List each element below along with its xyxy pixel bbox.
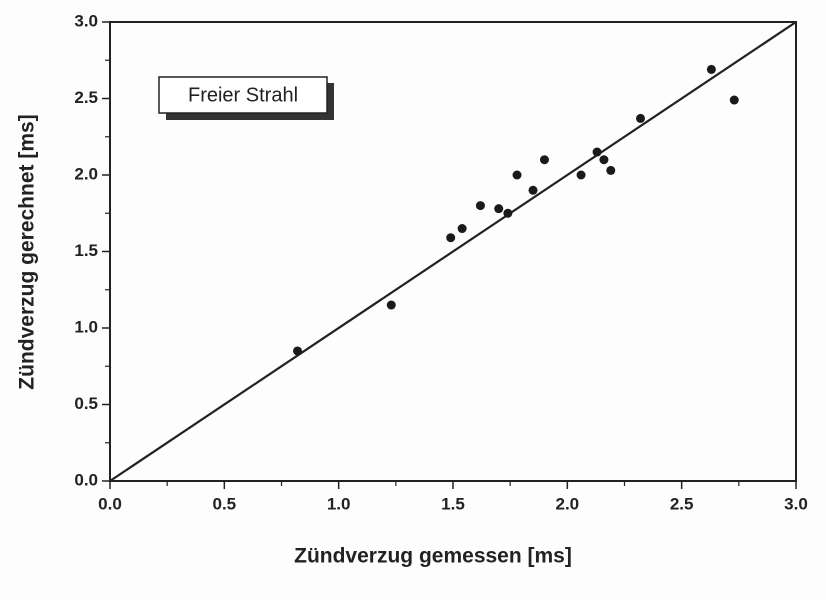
point — [729, 95, 739, 105]
point — [706, 64, 716, 74]
y-tick-label: 3.0 — [74, 11, 98, 30]
y-axis-label: Zündverzug gerechnet [ms] — [16, 114, 39, 389]
x-tick-label: 2.5 — [670, 494, 694, 513]
x-tick-label: 2.0 — [556, 494, 580, 513]
x-tick-label: 3.0 — [784, 494, 808, 513]
point — [475, 201, 485, 211]
point — [503, 208, 513, 218]
y-tick-label: 1.5 — [74, 241, 98, 260]
y-tick-label: 2.5 — [74, 88, 98, 107]
point — [528, 185, 538, 195]
point — [386, 300, 396, 310]
point — [576, 170, 586, 180]
point — [446, 233, 456, 243]
point — [539, 155, 549, 165]
point — [494, 204, 504, 214]
y-tick-label: 2.0 — [74, 164, 98, 183]
x-tick-label: 0.5 — [213, 494, 237, 513]
point — [512, 170, 522, 180]
point — [293, 346, 303, 356]
x-tick-label: 0.0 — [98, 494, 122, 513]
y-tick-label: 0.5 — [74, 394, 98, 413]
y-tick-label: 0.0 — [74, 470, 98, 489]
x-axis-label: Zündverzug gemessen [ms] — [294, 545, 572, 568]
x-tick-label: 1.0 — [327, 494, 351, 513]
annotation-box — [158, 76, 328, 114]
point — [636, 113, 646, 123]
x-tick-label: 1.5 — [441, 494, 465, 513]
point — [457, 224, 467, 234]
point — [599, 155, 609, 165]
y-tick-label: 1.0 — [74, 317, 98, 336]
annotation: Freier Strahl — [188, 84, 298, 106]
reference-line — [109, 21, 797, 482]
point — [592, 147, 602, 157]
point — [606, 165, 616, 175]
